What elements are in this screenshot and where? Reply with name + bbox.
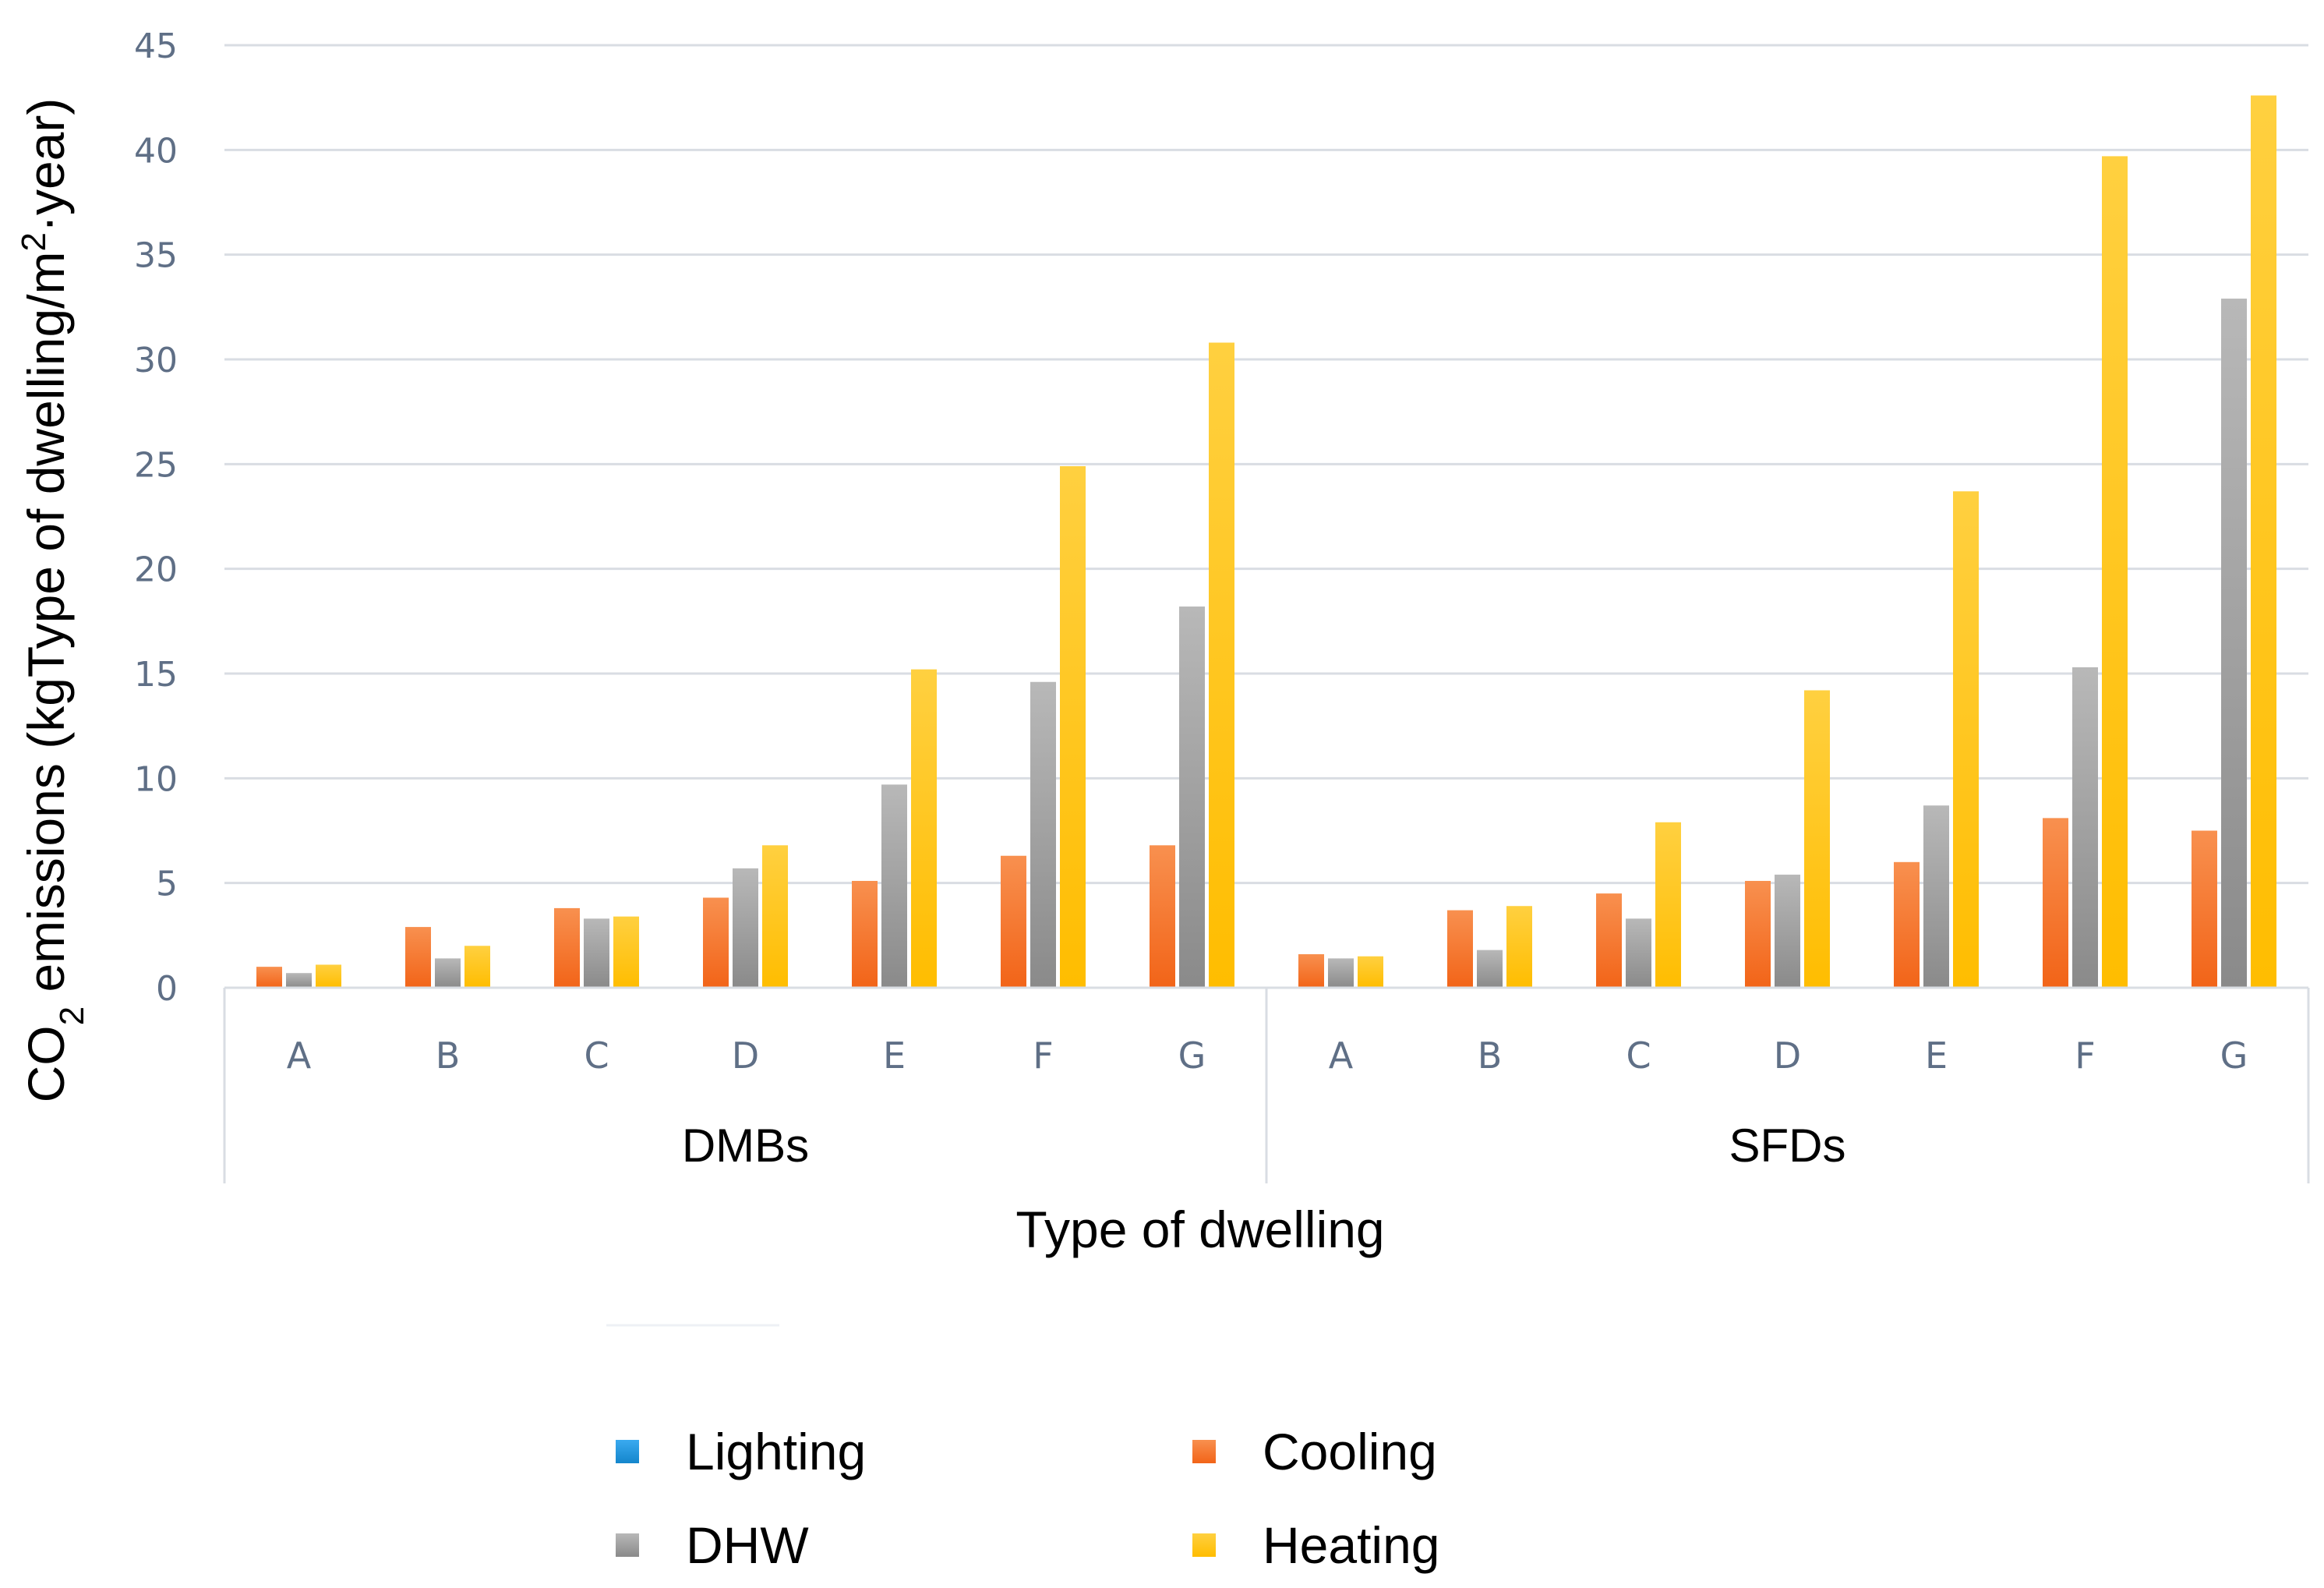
bar-dmbs-b-dhw xyxy=(435,958,461,988)
bar-dmbs-f-heating xyxy=(1060,466,1086,988)
bar-dmbs-a-heating xyxy=(316,964,341,988)
y-tick-label: 0 xyxy=(156,969,178,1009)
x-tick-label: D xyxy=(732,1034,759,1077)
bar-sfds-c-dhw xyxy=(1626,918,1651,988)
legend-swatch-lighting xyxy=(616,1440,639,1463)
x-tick-label: A xyxy=(287,1034,312,1077)
x-tick-label: B xyxy=(1478,1034,1503,1077)
bar-dmbs-a-cooling xyxy=(256,967,282,988)
y-tick-label: 15 xyxy=(134,655,178,695)
bar-sfds-d-cooling xyxy=(1745,880,1771,988)
bar-sfds-e-heating xyxy=(1953,491,1979,988)
legend: Lighting Cooling DHW Heating xyxy=(606,1324,1440,1574)
legend-label-lighting: Lighting xyxy=(686,1423,866,1480)
y-tick-label: 25 xyxy=(134,445,178,485)
x-tick-label: B xyxy=(436,1034,461,1077)
bar-dmbs-d-heating xyxy=(762,845,788,988)
group-label-sfds: SFDs xyxy=(1729,1119,1846,1172)
y-tick-label: 20 xyxy=(134,550,178,590)
bar-dmbs-f-dhw xyxy=(1030,681,1056,988)
bars xyxy=(256,95,2276,989)
legend-label-heating: Heating xyxy=(1263,1516,1440,1574)
bar-dmbs-f-cooling xyxy=(1001,855,1026,988)
bar-dmbs-e-dhw xyxy=(881,784,907,988)
bar-sfds-d-heating xyxy=(1804,690,1830,988)
y-tick-label: 30 xyxy=(134,341,178,380)
bar-dmbs-e-heating xyxy=(911,669,937,988)
bar-dmbs-c-heating xyxy=(613,916,639,988)
y-tick-label: 45 xyxy=(134,27,178,66)
bar-sfds-a-dhw xyxy=(1328,958,1354,988)
bar-sfds-g-cooling xyxy=(2192,830,2217,988)
bar-sfds-c-cooling xyxy=(1596,893,1622,988)
x-axis: A B C D E F G DMBs A B C D E F G SFDs xyxy=(223,986,2310,1183)
x-axis-title: Type of dwelling xyxy=(1015,1201,1384,1258)
y-axis-title: CO2 emissions (kgType of dwelling/m2·yea… xyxy=(15,98,91,1103)
y-tick-label: 35 xyxy=(134,236,178,276)
x-tick-label: G xyxy=(1178,1034,1206,1077)
grid-lines xyxy=(224,44,2308,885)
bar-sfds-e-dhw xyxy=(1923,805,1949,988)
bar-dmbs-a-dhw xyxy=(286,973,312,988)
bar-sfds-b-heating xyxy=(1506,906,1532,988)
legend-swatch-dhw xyxy=(616,1533,639,1557)
bar-dmbs-g-cooling xyxy=(1150,845,1175,988)
x-tick-label: E xyxy=(883,1034,906,1077)
bar-dmbs-b-cooling xyxy=(405,927,431,988)
x-tick-label: C xyxy=(584,1034,609,1077)
legend-label-cooling: Cooling xyxy=(1263,1423,1437,1480)
bar-dmbs-d-dhw xyxy=(733,868,758,988)
bar-dmbs-g-heating xyxy=(1209,342,1234,988)
bar-sfds-f-dhw xyxy=(2072,667,2098,988)
bar-sfds-b-dhw xyxy=(1477,950,1503,988)
bar-dmbs-b-heating xyxy=(464,946,490,988)
bar-dmbs-c-dhw xyxy=(584,918,609,988)
bar-sfds-g-dhw xyxy=(2221,299,2247,988)
bar-sfds-f-cooling xyxy=(2043,818,2068,988)
bar-sfds-c-heating xyxy=(1655,822,1681,988)
legend-swatch-heating xyxy=(1192,1533,1216,1557)
legend-label-dhw: DHW xyxy=(686,1516,809,1574)
bar-dmbs-e-cooling xyxy=(852,880,878,988)
bar-sfds-g-heating xyxy=(2251,95,2276,989)
bar-dmbs-g-dhw xyxy=(1179,607,1205,988)
x-tick-label: F xyxy=(1033,1034,1053,1077)
bar-sfds-a-cooling xyxy=(1298,954,1324,988)
y-tick-label: 10 xyxy=(134,759,178,799)
bar-dmbs-d-cooling xyxy=(703,897,729,988)
bar-sfds-f-heating xyxy=(2102,156,2128,989)
y-tick-label: 40 xyxy=(134,131,178,171)
bar-sfds-e-cooling xyxy=(1894,861,1920,988)
x-tick-label: A xyxy=(1329,1034,1354,1077)
y-axis-ticks: 0 5 10 15 20 25 30 35 40 45 xyxy=(134,27,178,1009)
x-tick-label: C xyxy=(1626,1034,1651,1077)
legend-swatch-cooling xyxy=(1192,1440,1216,1463)
bar-sfds-d-dhw xyxy=(1775,874,1800,988)
x-tick-label: D xyxy=(1774,1034,1801,1077)
bar-dmbs-c-cooling xyxy=(554,907,580,988)
bar-sfds-a-heating xyxy=(1358,956,1383,988)
x-tick-label: F xyxy=(2075,1034,2095,1077)
x-tick-label: G xyxy=(2220,1034,2248,1077)
bar-sfds-b-cooling xyxy=(1447,910,1473,988)
group-label-dmbs: DMBs xyxy=(682,1119,809,1172)
x-tick-label: E xyxy=(1925,1034,1948,1077)
y-tick-label: 5 xyxy=(156,865,178,904)
